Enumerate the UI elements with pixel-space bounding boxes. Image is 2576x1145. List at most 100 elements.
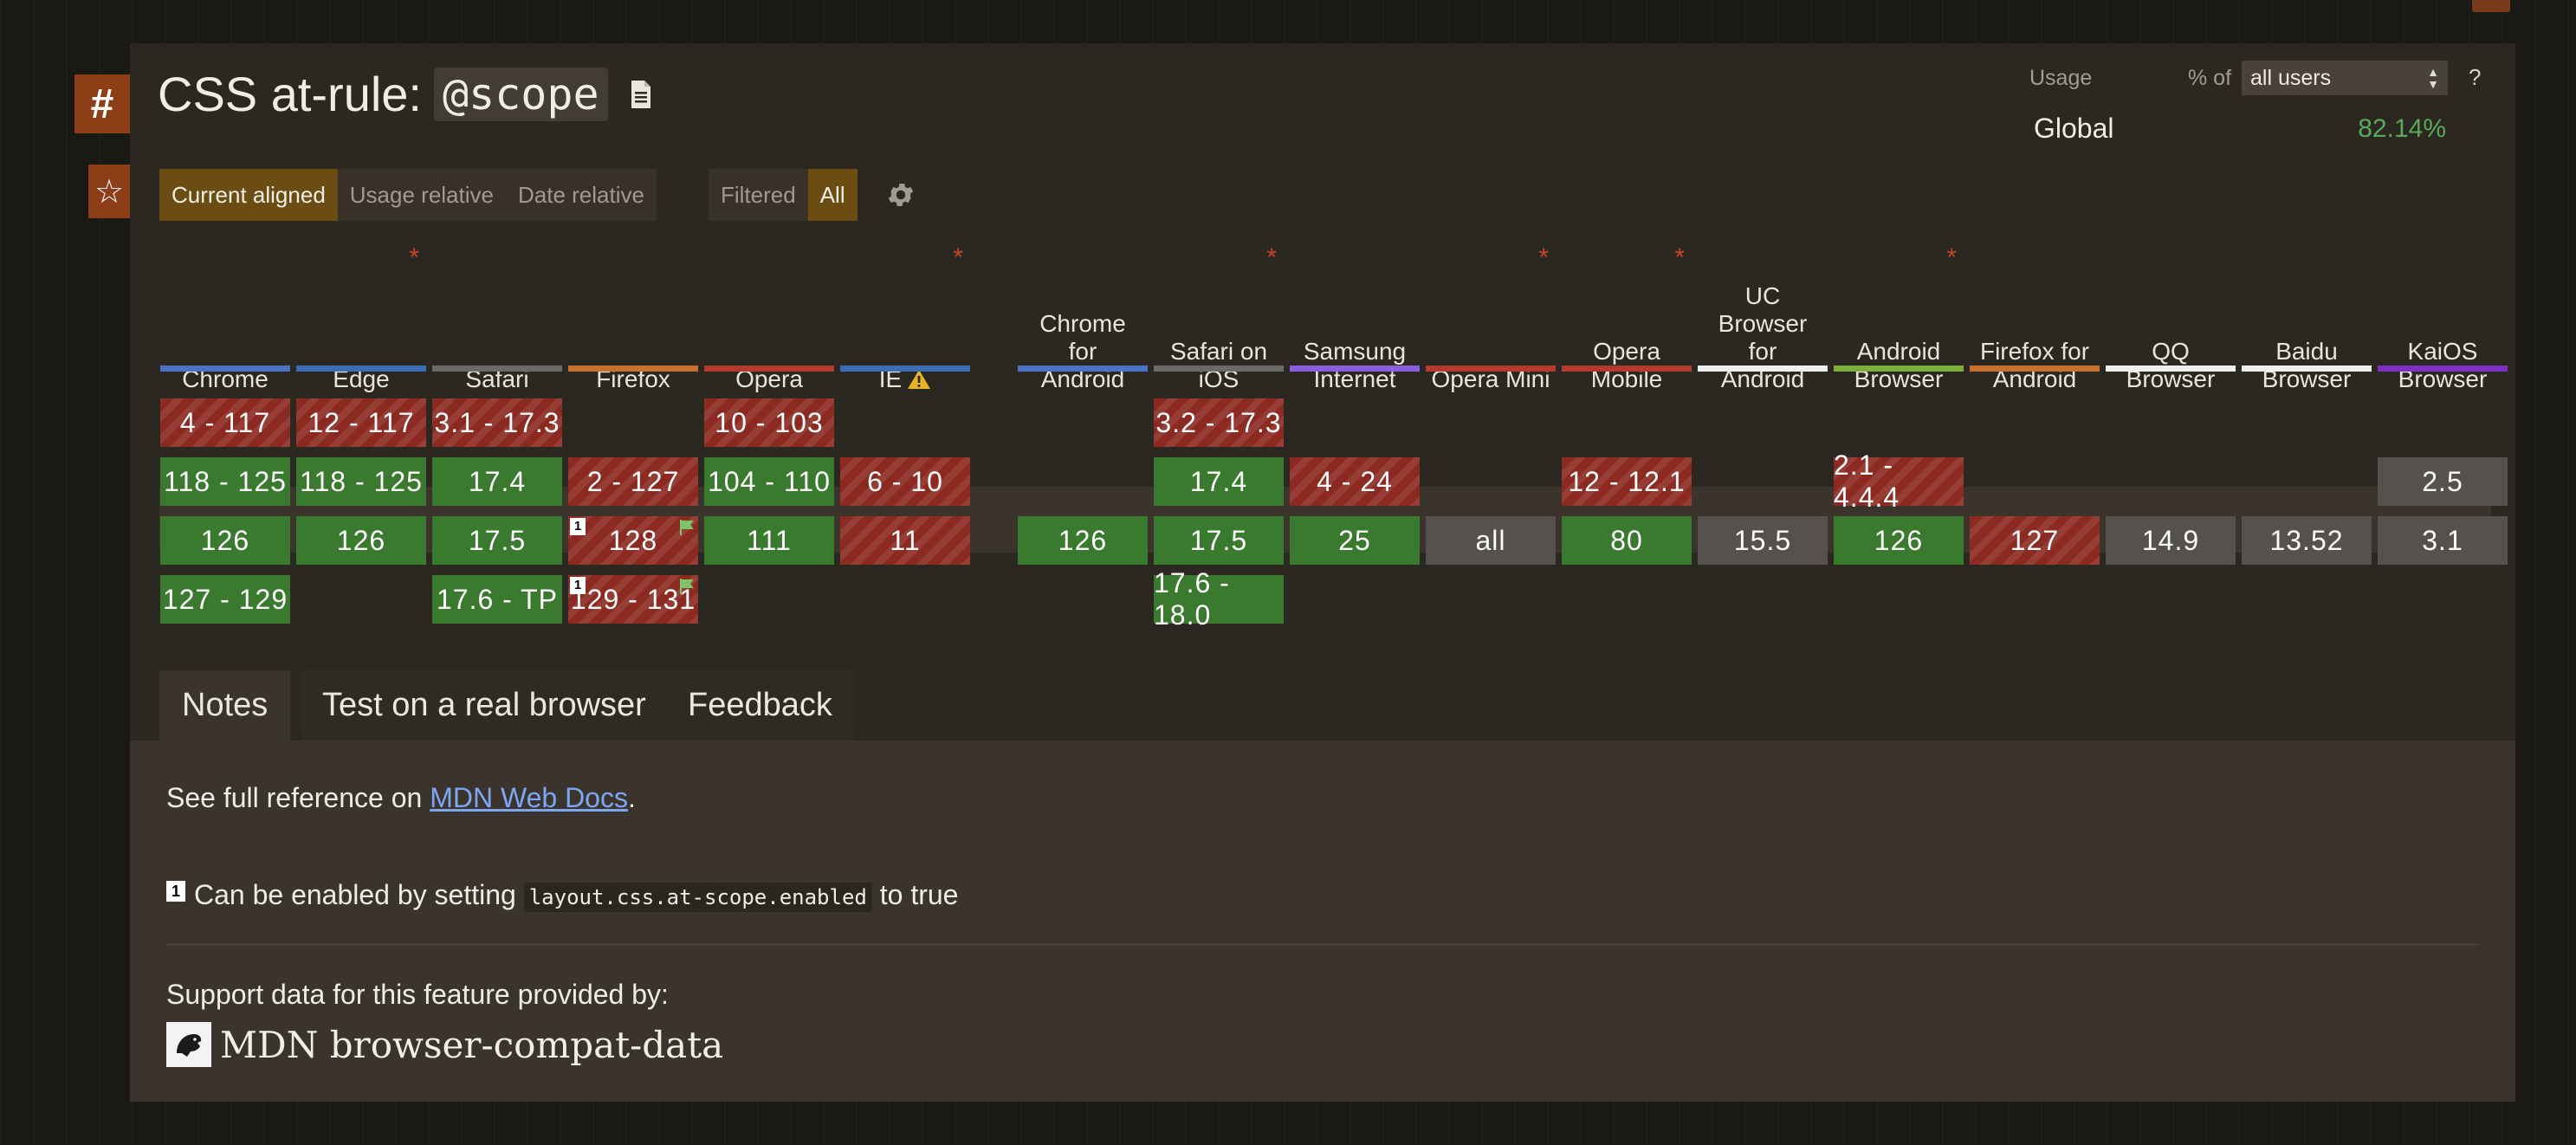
tab-notes[interactable]: Notes [159,670,291,741]
spec-document-icon[interactable] [629,80,653,109]
support-cell[interactable]: 2.1 - 4.4.4 [1834,450,1964,513]
version-range: 6 - 10 [867,465,943,497]
footnote-1: 1 Can be enabled by setting layout.css.at… [166,879,959,912]
browser-color-bar [1698,365,1828,372]
notes-asterisk: * [953,243,963,272]
support-cell[interactable]: 15.5 [1698,516,1828,565]
browser-name-line: Baidu [2275,338,2338,365]
version-range: 3.1 [2422,524,2463,556]
support-cell[interactable]: 127 [1970,516,2100,565]
help-button[interactable]: ? [2469,64,2482,90]
version-range: 17.6 - 18.0 [1154,567,1230,631]
support-cell[interactable]: 17.5 [432,516,562,565]
footnote-suffix: to true [871,879,959,910]
support-cell[interactable]: 11 [840,516,970,565]
gear-icon[interactable] [885,179,916,210]
browser-color-bar [2242,365,2372,372]
browser-color-bar [2106,365,2236,372]
version-range: 2.1 - 4.4.4 [1834,450,1900,513]
browser-color-bar [568,365,698,372]
browser-name-line: Firefox for [1979,338,2090,365]
browser-name-line: for [1748,338,1777,365]
notes-asterisk: * [409,243,419,272]
tab-feedback[interactable]: Feedback [665,670,855,741]
support-cell[interactable]: 12 - 117 [296,398,426,447]
all-button[interactable]: All [807,169,858,221]
browser-color-bar [1834,365,1964,372]
notes-asterisk: * [1946,243,1957,272]
browser-header-ie: IE * [840,244,970,393]
reference-note: See full reference on MDN Web Docs. [166,782,636,814]
support-cell[interactable]: 129 - 131 1 [568,575,698,624]
version-range: 127 [2010,524,2060,556]
current-aligned-button[interactable]: Current aligned [159,169,338,221]
favorite-star-icon[interactable]: ☆ [88,165,130,218]
mdn-credit[interactable]: MDN browser-compat-data [166,1022,723,1067]
footnote-badge: 1 [570,577,586,594]
support-cell[interactable]: 118 - 125 [160,457,290,506]
filtered-button[interactable]: Filtered [721,181,796,208]
notes-asterisk: * [1538,243,1549,272]
browser-header-android: Android Browser * [1834,244,1964,393]
support-cell[interactable]: 17.4 [432,457,562,506]
top-corner-button[interactable] [2472,0,2510,12]
version-range: 14.9 [2141,524,2200,556]
support-cell[interactable]: 111 [704,516,834,565]
support-cell[interactable]: 6 - 10 [840,457,970,506]
version-range: 13.52 [2269,524,2344,556]
version-range: 17.5 [1189,524,1248,556]
support-cell[interactable]: 126 [296,516,426,565]
footnote-prefix: Can be enabled by setting [194,879,524,910]
support-cell[interactable]: 10 - 103 [704,398,834,447]
version-range: 25 [1338,524,1371,556]
browser-name-line: for [1068,338,1097,365]
select-arrows-icon: ▲ ▼ [2427,65,2439,91]
support-cell[interactable]: 126 [160,516,290,565]
browser-color-bar [1562,365,1692,372]
browser-name-line: Safari on [1169,338,1268,365]
usage-user-select[interactable]: all users ▲ ▼ [2242,61,2448,95]
browser-color-bar [1018,365,1148,372]
support-cell[interactable]: 80 [1562,516,1692,565]
browser-header-opera-mini: Opera Mini * [1426,244,1556,393]
support-cell[interactable]: 17.4 [1154,457,1284,506]
support-cell[interactable]: 3.2 - 17.3 [1154,398,1284,447]
notes-panel: See full reference on MDN Web Docs. 1 Can… [130,741,2515,1102]
browser-name-line: KaiOS [2407,338,2478,365]
support-cell[interactable]: 12 - 12.1 [1562,457,1692,506]
support-cell[interactable]: 3.1 - 17.3 [432,398,562,447]
support-cell[interactable]: 17.6 - TP [432,575,562,624]
support-cell[interactable]: 2.5 [2378,457,2508,506]
support-cell[interactable]: 17.5 [1154,516,1284,565]
support-cell[interactable]: 127 - 129 [160,575,290,624]
support-cell[interactable]: 25 [1290,516,1420,565]
version-range: 126 [1874,524,1924,556]
version-range: 104 - 110 [708,465,831,497]
version-range: 17.6 - TP [436,583,559,615]
support-cell[interactable]: 2 - 127 [568,457,698,506]
support-cell[interactable]: 104 - 110 [704,457,834,506]
browser-header-chrome-android: Chrome for Android [1018,251,1148,393]
notes-asterisk: * [1266,243,1277,272]
filter-group: Filtered All [709,169,858,221]
support-cell[interactable]: 17.6 - 18.0 [1154,567,1284,631]
support-cell[interactable]: 3.1 [2378,516,2508,565]
support-cell[interactable]: 4 - 117 [160,398,290,447]
support-cell[interactable]: 118 - 125 [296,457,426,506]
support-cell[interactable]: 126 [1834,516,1964,565]
mdn-web-docs-link[interactable]: MDN Web Docs [430,782,628,813]
support-cell[interactable]: all [1426,516,1556,565]
date-relative-button[interactable]: Date relative [517,181,644,208]
tab-test-browser[interactable]: Test on a real browser [300,670,669,741]
feature-anchor-button[interactable]: # [74,74,130,133]
usage-relative-button[interactable]: Usage relative [349,181,494,208]
support-cell[interactable]: 126 [1018,516,1148,565]
percent-of-label: % of [2188,66,2232,90]
support-cell[interactable]: 4 - 24 [1290,457,1420,506]
title-code: @scope [434,67,608,121]
version-range: 3.2 - 17.3 [1155,406,1282,438]
version-range: 15.5 [1733,524,1792,556]
support-cell[interactable]: 128 1 [568,516,698,565]
support-cell[interactable]: 14.9 [2106,516,2236,565]
support-cell[interactable]: 13.52 [2242,516,2372,565]
